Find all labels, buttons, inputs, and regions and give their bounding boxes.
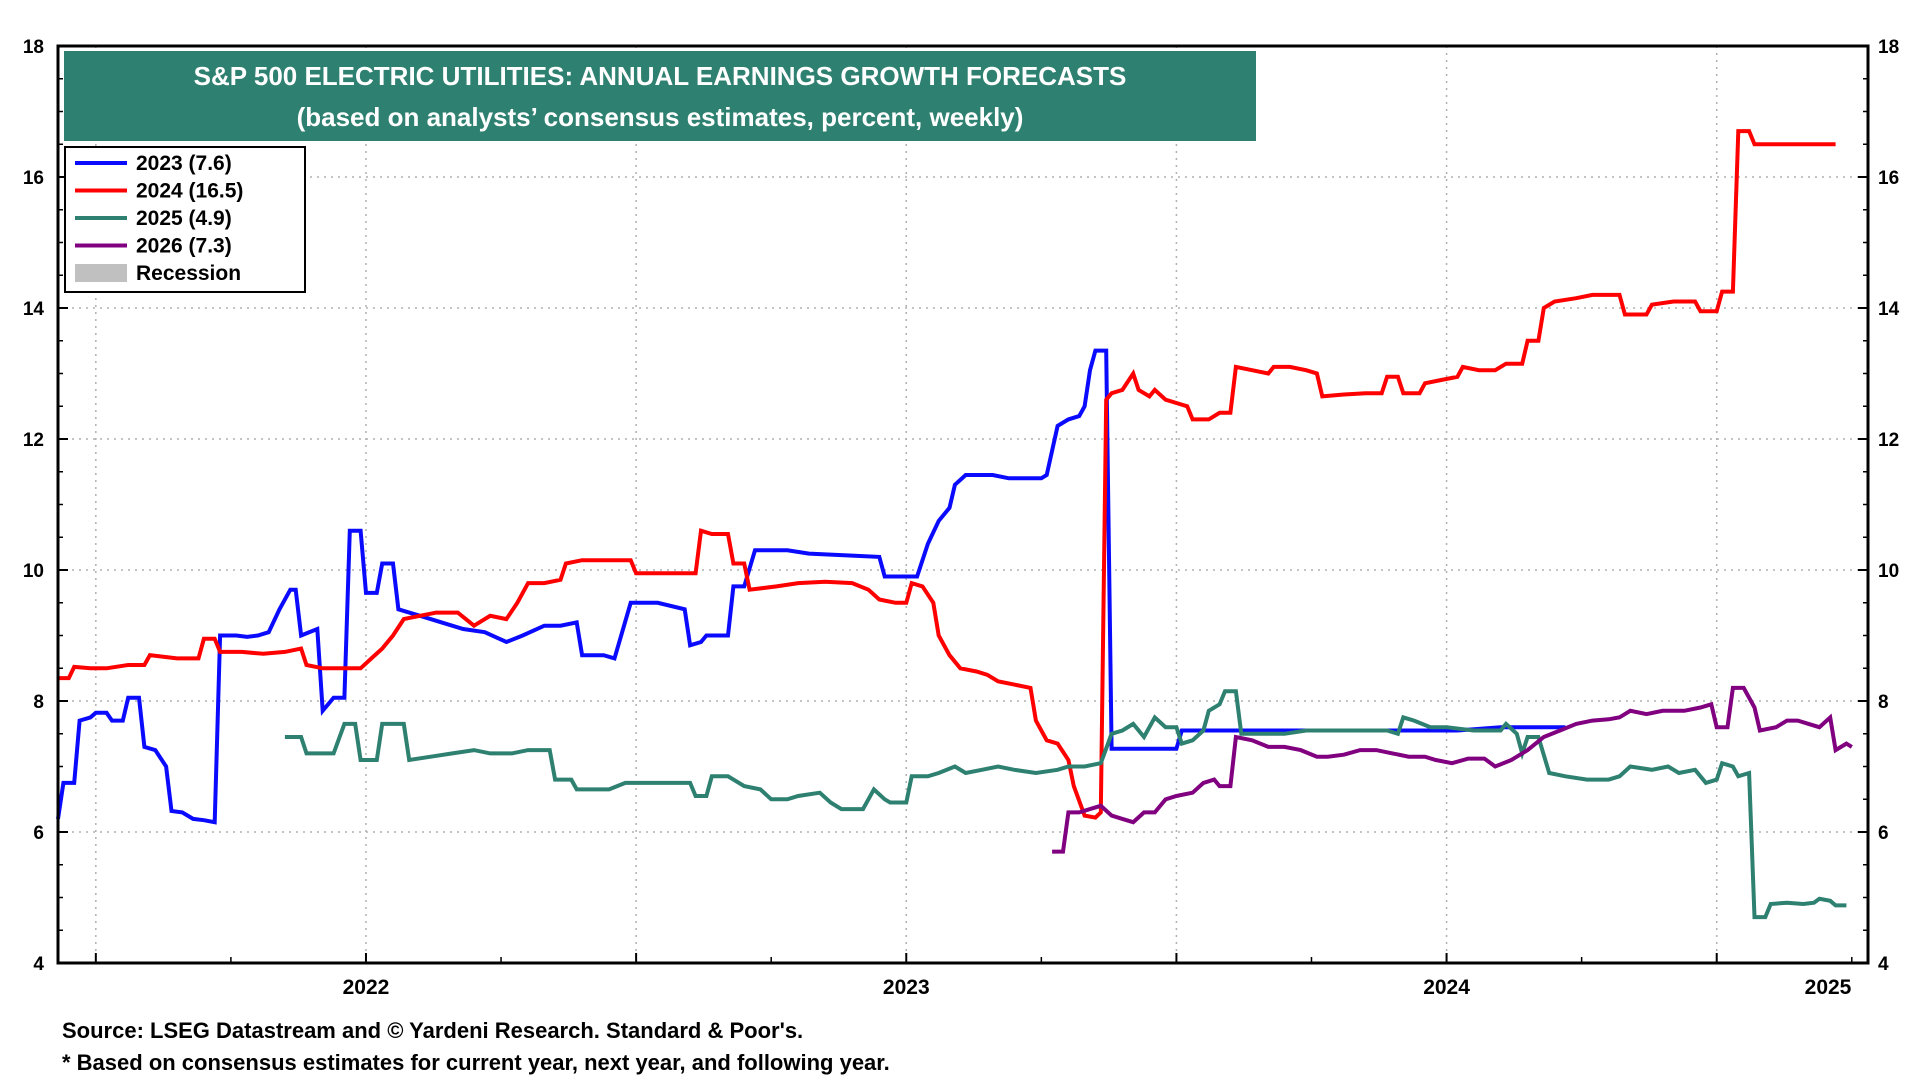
source-note: Source: LSEG Datastream and © Yardeni Re… <box>62 1018 804 1043</box>
legend-label: 2023 (7.6) <box>136 152 232 175</box>
y-tick-label: 4 <box>33 954 44 975</box>
legend-label: 2025 (4.9) <box>136 207 232 230</box>
x-tick-label: 2024 <box>1423 976 1470 999</box>
y-tick-label: 18 <box>1878 37 1899 58</box>
chart-title: S&P 500 ELECTRIC UTILITIES: ANNUAL EARNI… <box>194 61 1127 91</box>
minor-ticks <box>58 78 1868 963</box>
series-lines <box>56 129 1853 920</box>
series-line-2026 <box>1052 685 1853 854</box>
x-axis: 2022 2023 2024 2025 <box>94 953 1852 999</box>
y-tick-label: 16 <box>1878 168 1899 189</box>
y-tick-label: 16 <box>23 168 44 189</box>
chart-subtitle: (based on analysts’ consensus estimates,… <box>297 102 1024 132</box>
legend-label: Recession <box>136 262 241 285</box>
y-tick-label: 8 <box>1878 692 1889 713</box>
y-tick-label: 8 <box>33 692 44 713</box>
x-tick-label: 2025 <box>1805 976 1852 999</box>
y-axis-left: 4 6 8 10 12 14 16 18 <box>23 37 68 975</box>
series-line-2023 <box>56 348 1566 825</box>
y-tick-label: 12 <box>1878 430 1899 451</box>
legend-label: 2026 (7.3) <box>136 235 232 258</box>
plot-frame <box>56 44 1870 965</box>
y-tick-label: 18 <box>23 37 44 58</box>
y-tick-label: 12 <box>23 430 44 451</box>
x-tick-label: 2022 <box>343 976 390 999</box>
legend-swatch-recession <box>75 264 127 282</box>
x-tick-label: 2023 <box>883 976 930 999</box>
y-tick-label: 6 <box>33 823 44 844</box>
footnote: * Based on consensus estimates for curre… <box>62 1050 890 1075</box>
grid <box>58 46 1868 963</box>
series-line-2024 <box>58 129 1836 820</box>
series-line-2025 <box>284 689 1847 920</box>
legend: 2023 (7.6) 2024 (16.5) 2025 (4.9) 2026 (7.3… <box>64 146 306 293</box>
y-axis-right: 4 6 8 10 12 14 16 18 <box>1858 37 1900 975</box>
y-tick-label: 10 <box>1878 561 1899 582</box>
y-tick-label: 6 <box>1878 823 1889 844</box>
y-tick-label: 4 <box>1878 954 1889 975</box>
y-tick-label: 14 <box>23 299 45 320</box>
y-tick-label: 14 <box>1878 299 1900 320</box>
title-box: S&P 500 ELECTRIC UTILITIES: ANNUAL EARNI… <box>64 51 1256 141</box>
legend-label: 2024 (16.5) <box>136 180 243 203</box>
y-tick-label: 10 <box>23 561 44 582</box>
